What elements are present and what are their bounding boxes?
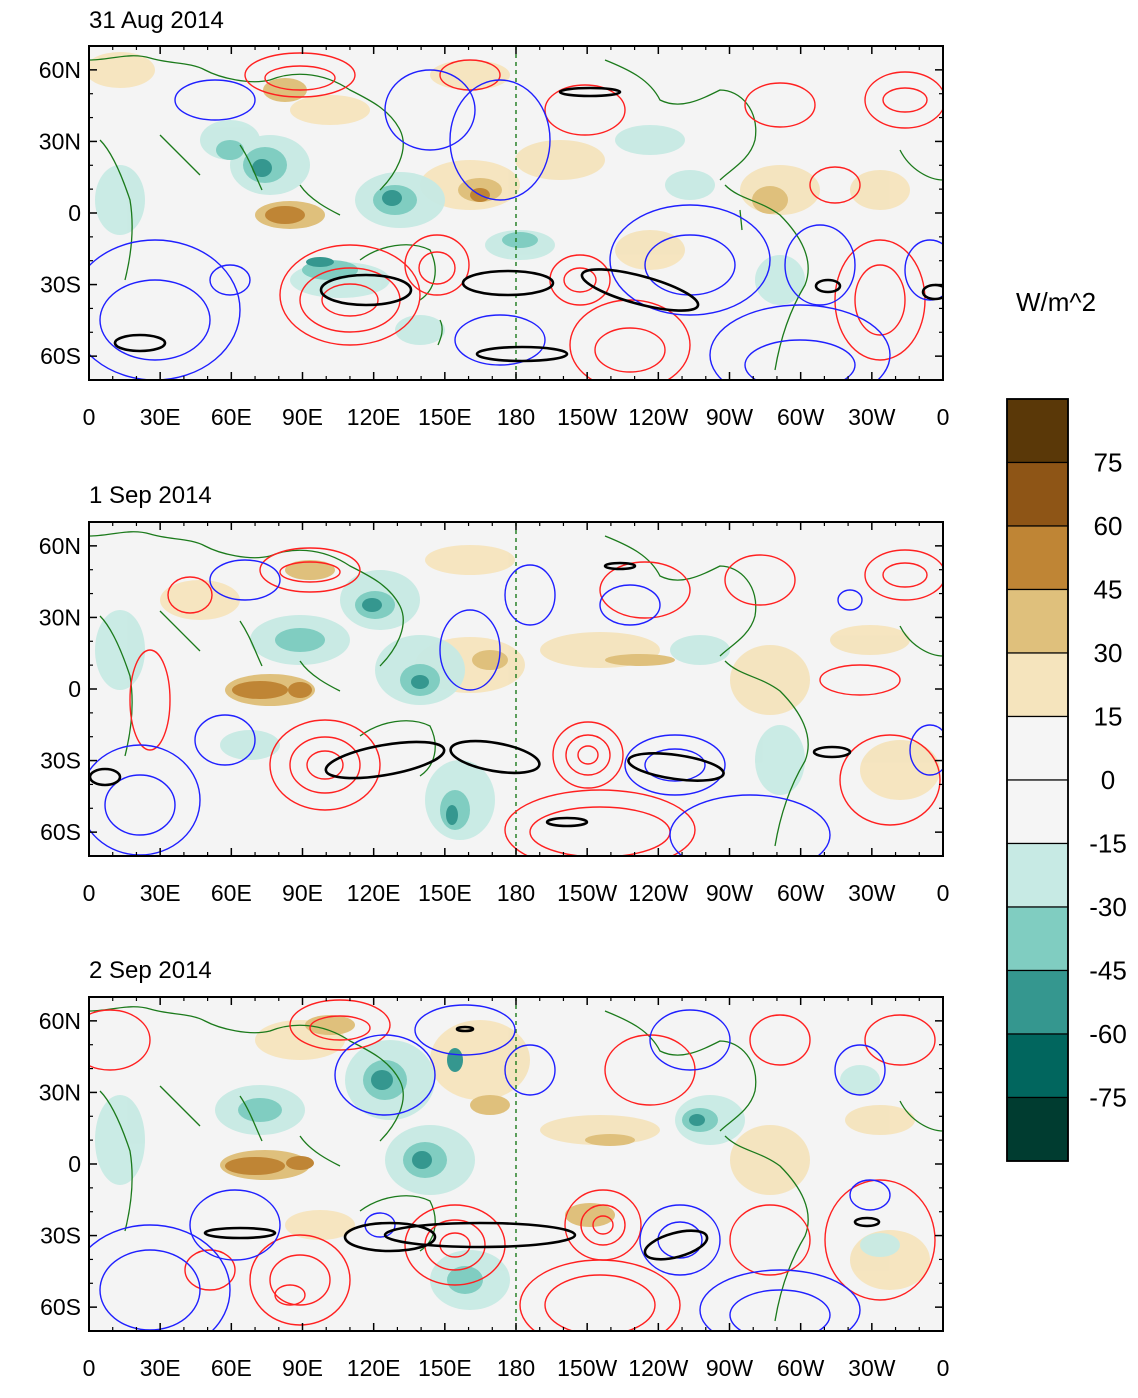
colorbar-box <box>1006 969 1069 1035</box>
lon-label: 150E <box>418 1355 472 1381</box>
panel-axes: 60N 30N 0 30S 60S 0 30E 60E 90E 120E 150E 180 150W 12… <box>39 996 950 1381</box>
colorbar-box <box>1006 652 1069 718</box>
panel-1-sep: 1 Sep 2014 <box>39 482 950 906</box>
panel-title: 31 Aug 2014 <box>89 7 224 34</box>
colorbar-box <box>1006 398 1069 464</box>
lon-label: 60W <box>777 880 825 906</box>
lon-label: 120E <box>347 880 401 906</box>
colorbar-box <box>1006 715 1069 781</box>
lon-label: 0 <box>937 880 950 906</box>
colorbar-tick-label: 60 <box>1094 511 1123 541</box>
lat-label: 60N <box>39 57 81 83</box>
lon-label: 120W <box>628 880 688 906</box>
panel-title: 2 Sep 2014 <box>89 957 212 984</box>
colorbar-box <box>1006 588 1069 654</box>
colorbar-tick-label: -75 <box>1089 1083 1127 1113</box>
lon-label: 150E <box>418 404 472 430</box>
map-field <box>89 522 943 856</box>
lon-label: 60E <box>211 404 252 430</box>
lon-label: 0 <box>83 1355 96 1381</box>
colorbar-box <box>1006 525 1069 591</box>
lon-label: 30W <box>848 404 896 430</box>
colorbar: W/m^2 75 60 45 30 15 0 -15 -30 -45 -60 -75 <box>1006 287 1127 1162</box>
lat-label: 60S <box>40 1294 81 1320</box>
panel-31-aug: 31 Aug 2014 <box>39 7 950 430</box>
colorbar-tick-label: -60 <box>1089 1019 1127 1049</box>
colorbar-tick-label: -45 <box>1089 956 1127 986</box>
lat-label: 30S <box>40 748 81 774</box>
colorbar-tick-label: 30 <box>1094 638 1123 668</box>
lon-label: 60E <box>211 880 252 906</box>
colorbar-unit: W/m^2 <box>1016 287 1096 317</box>
lat-label: 30N <box>39 604 81 630</box>
colorbar-box <box>1006 842 1069 908</box>
lat-label: 60N <box>39 533 81 559</box>
lon-label: 90E <box>282 1355 323 1381</box>
colorbar-tick-label: -15 <box>1089 829 1127 859</box>
panel-axes: 60N 30N 0 30S 60S 0 30E 60E 90E 120E 150E 180 150W 12… <box>39 45 950 430</box>
map-field <box>89 997 943 1331</box>
lon-label: 150W <box>557 880 617 906</box>
lon-label: 30E <box>140 1355 181 1381</box>
lon-label: 30E <box>140 404 181 430</box>
lon-label: 90W <box>706 880 754 906</box>
lat-label: 60S <box>40 819 81 845</box>
colorbar-tick-label: 15 <box>1094 702 1123 732</box>
lat-label: 30S <box>40 272 81 298</box>
colorbar-frame <box>1006 398 1069 1162</box>
colorbar-tick-label: 45 <box>1094 575 1123 605</box>
lat-label: 0 <box>68 200 81 226</box>
lon-label: 90E <box>282 880 323 906</box>
lon-label: 120W <box>628 1355 688 1381</box>
lon-label: 0 <box>937 1355 950 1381</box>
lon-label: 120E <box>347 1355 401 1381</box>
lat-label: 60N <box>39 1008 81 1034</box>
lon-label: 180 <box>497 880 535 906</box>
colorbar-boxes: 75 60 45 30 15 0 -15 -30 -45 -60 -75 <box>1006 398 1127 1162</box>
colorbar-box <box>1006 779 1069 845</box>
lat-label: 0 <box>68 676 81 702</box>
lat-label: 0 <box>68 1151 81 1177</box>
lon-label: 30E <box>140 880 181 906</box>
colorbar-box <box>1006 1033 1069 1099</box>
colorbar-box <box>1006 461 1069 527</box>
lat-label: 30N <box>39 1079 81 1105</box>
lon-label: 150W <box>557 404 617 430</box>
lon-label: 0 <box>937 404 950 430</box>
lon-label: 0 <box>83 404 96 430</box>
panel-title: 1 Sep 2014 <box>89 482 212 509</box>
panel-axes: 60N 30N 0 30S 60S 0 30E 60E 90E 120E 150E 180 150W 12… <box>39 521 950 906</box>
lon-label: 0 <box>83 880 96 906</box>
colorbar-tick-label: -30 <box>1089 892 1127 922</box>
lon-label: 60W <box>777 1355 825 1381</box>
lon-label: 90E <box>282 404 323 430</box>
lon-label: 90W <box>706 404 754 430</box>
lon-label: 120W <box>628 404 688 430</box>
lon-label: 150W <box>557 1355 617 1381</box>
lat-label: 60S <box>40 343 81 369</box>
lon-label: 90W <box>706 1355 754 1381</box>
map-field <box>89 46 943 380</box>
lon-label: 60W <box>777 404 825 430</box>
panel-2-sep: 2 Sep 2014 <box>39 957 950 1381</box>
colorbar-tick-label: 0 <box>1101 765 1115 795</box>
lon-label: 30W <box>848 880 896 906</box>
colorbar-box <box>1006 1096 1069 1162</box>
lon-label: 120E <box>347 404 401 430</box>
lat-label: 30S <box>40 1223 81 1249</box>
lat-label: 30N <box>39 128 81 154</box>
lon-label: 180 <box>497 1355 535 1381</box>
lon-label: 180 <box>497 404 535 430</box>
lon-label: 30W <box>848 1355 896 1381</box>
colorbar-box <box>1006 906 1069 972</box>
lon-label: 60E <box>211 1355 252 1381</box>
colorbar-tick-label: 75 <box>1094 448 1123 478</box>
lon-label: 150E <box>418 880 472 906</box>
